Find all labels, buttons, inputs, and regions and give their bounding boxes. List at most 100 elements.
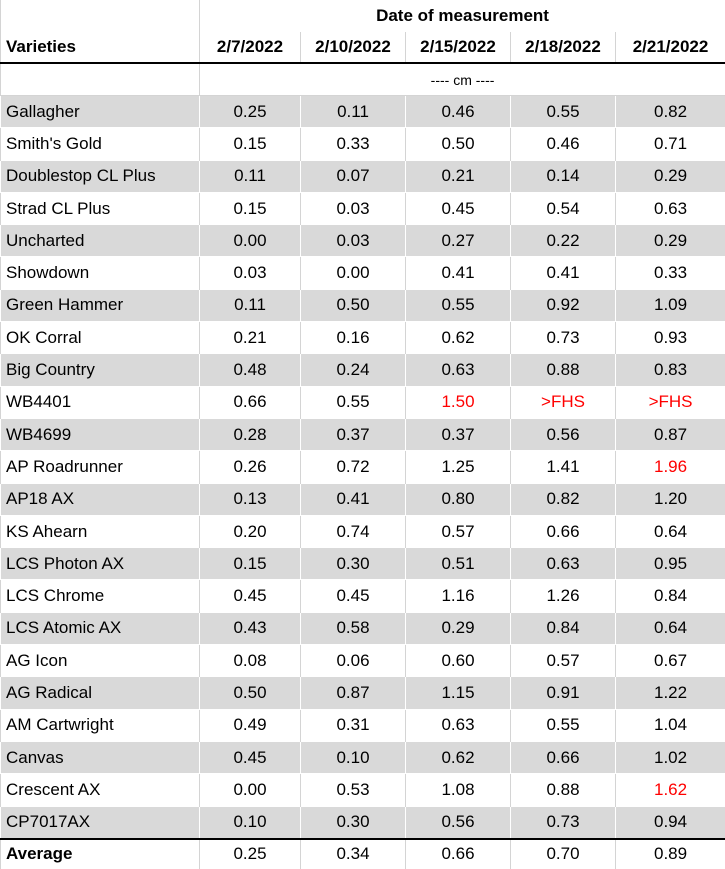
value-cell: 0.50 — [200, 677, 301, 709]
value-cell: 0.20 — [200, 515, 301, 547]
value-cell: 0.16 — [301, 322, 406, 354]
value-cell: >FHS — [511, 386, 616, 418]
value-cell: 0.21 — [406, 160, 511, 192]
variety-name: AM Cartwright — [1, 709, 200, 741]
value-cell: 0.55 — [406, 289, 511, 321]
variety-name: AP18 AX — [1, 483, 200, 515]
value-cell: 0.62 — [406, 741, 511, 773]
date-header: 2/18/2022 — [511, 32, 616, 63]
unit-label: ---- cm ---- — [200, 63, 725, 96]
value-cell: 0.26 — [200, 451, 301, 483]
value-cell: 0.29 — [616, 160, 725, 192]
variety-name: CP7017AX — [1, 806, 200, 839]
variety-name: LCS Photon AX — [1, 548, 200, 580]
value-cell: >FHS — [616, 386, 725, 418]
value-cell: 0.00 — [301, 257, 406, 289]
value-cell: 0.50 — [406, 128, 511, 160]
group-header: Date of measurement — [200, 0, 725, 32]
variety-name: Strad CL Plus — [1, 192, 200, 224]
value-cell: 1.22 — [616, 677, 725, 709]
value-cell: 0.72 — [301, 451, 406, 483]
variety-name: Canvas — [1, 741, 200, 773]
value-cell: 0.24 — [301, 354, 406, 386]
value-cell: 0.93 — [616, 322, 725, 354]
variety-name: Showdown — [1, 257, 200, 289]
value-cell: 0.14 — [511, 160, 616, 192]
value-cell: 0.11 — [301, 96, 406, 128]
value-cell: 1.04 — [616, 709, 725, 741]
value-cell: 0.31 — [301, 709, 406, 741]
value-cell: 0.84 — [511, 612, 616, 644]
value-cell: 0.87 — [616, 418, 725, 450]
value-cell: 0.63 — [406, 709, 511, 741]
variety-name: KS Ahearn — [1, 515, 200, 547]
value-cell: 0.03 — [200, 257, 301, 289]
value-cell: 0.11 — [200, 289, 301, 321]
value-cell: 0.73 — [511, 322, 616, 354]
page: {"header": {"group": "Date of measuremen… — [0, 0, 725, 847]
value-cell: 0.74 — [301, 515, 406, 547]
value-cell: 0.37 — [301, 418, 406, 450]
value-cell: 0.64 — [616, 612, 725, 644]
date-header: 2/10/2022 — [301, 32, 406, 63]
variety-name: AG Icon — [1, 645, 200, 677]
value-cell: 0.29 — [406, 612, 511, 644]
variety-name: Gallagher — [1, 96, 200, 128]
value-cell: 0.25 — [200, 96, 301, 128]
value-cell: 0.10 — [200, 806, 301, 839]
value-cell: 0.13 — [200, 483, 301, 515]
value-cell: 0.63 — [511, 548, 616, 580]
variety-name: Green Hammer — [1, 289, 200, 321]
value-cell: 0.00 — [200, 225, 301, 257]
value-cell: 0.55 — [511, 709, 616, 741]
value-cell: 0.80 — [406, 483, 511, 515]
variety-name: Smith's Gold — [1, 128, 200, 160]
value-cell: 0.07 — [301, 160, 406, 192]
value-cell: 0.95 — [616, 548, 725, 580]
value-cell: 1.08 — [406, 774, 511, 806]
value-cell: 1.25 — [406, 451, 511, 483]
variety-name: LCS Chrome — [1, 580, 200, 612]
empty-cell — [1, 63, 200, 96]
value-cell: 0.37 — [406, 418, 511, 450]
value-cell: 0.66 — [511, 515, 616, 547]
value-cell: 0.51 — [406, 548, 511, 580]
variety-name: Crescent AX — [1, 774, 200, 806]
value-cell: 0.55 — [511, 96, 616, 128]
variety-name: AG Radical — [1, 677, 200, 709]
value-cell: 0.10 — [301, 741, 406, 773]
value-cell: 0.60 — [406, 645, 511, 677]
value-cell: 0.30 — [301, 806, 406, 839]
value-cell: 0.48 — [200, 354, 301, 386]
value-cell: 0.94 — [616, 806, 725, 839]
average-value: 0.25 — [200, 839, 301, 869]
value-cell: 0.21 — [200, 322, 301, 354]
value-cell: 0.57 — [406, 515, 511, 547]
value-cell: 1.02 — [616, 741, 725, 773]
value-cell: 0.50 — [301, 289, 406, 321]
value-cell: 0.82 — [511, 483, 616, 515]
value-cell: 0.49 — [200, 709, 301, 741]
value-cell: 0.11 — [200, 160, 301, 192]
value-cell: 0.57 — [511, 645, 616, 677]
variety-name: Big Country — [1, 354, 200, 386]
value-cell: 0.67 — [616, 645, 725, 677]
value-cell: 0.63 — [616, 192, 725, 224]
